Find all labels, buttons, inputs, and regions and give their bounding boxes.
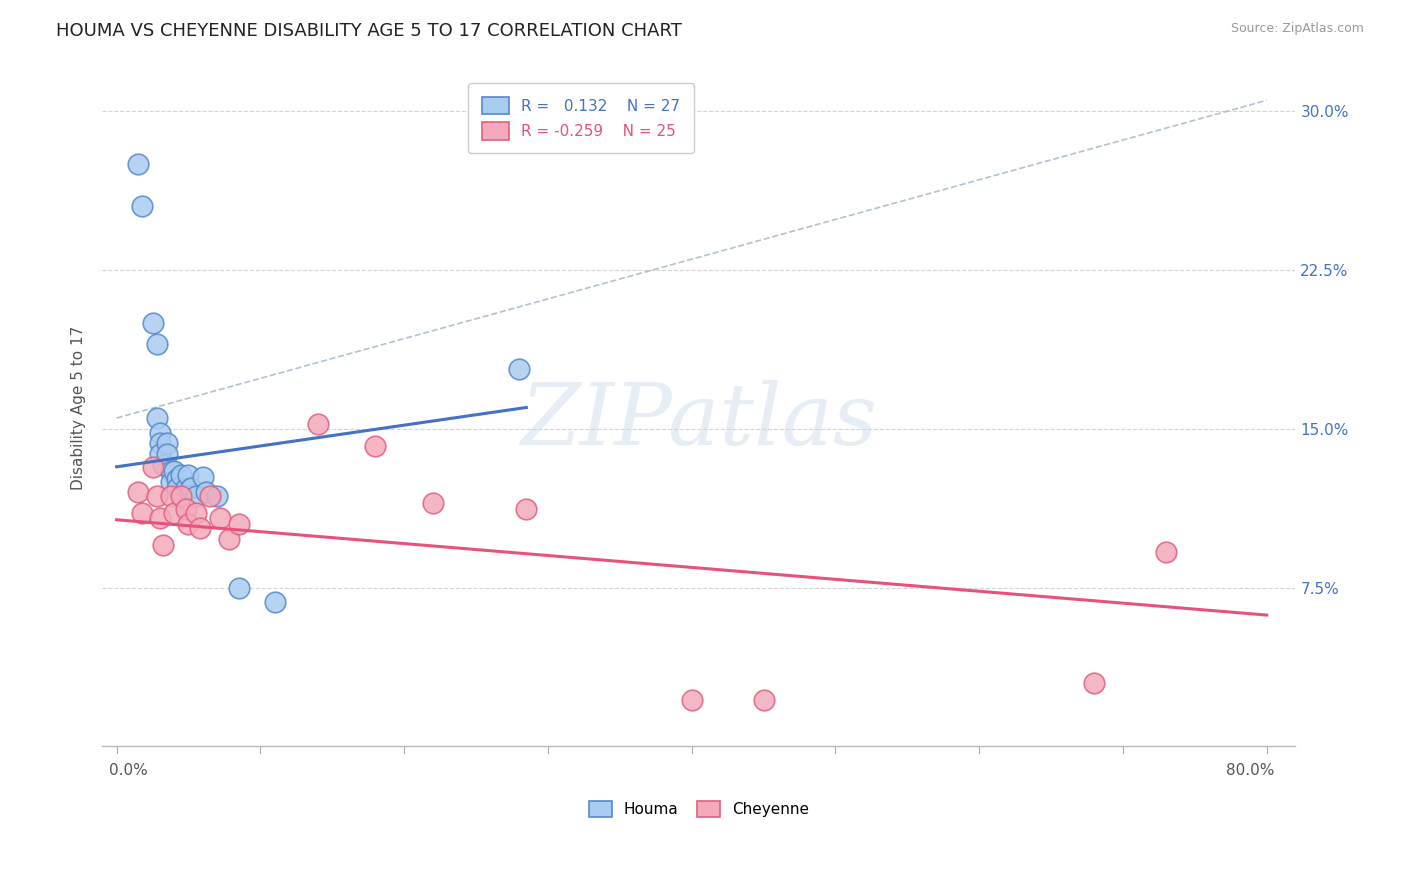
Text: 80.0%: 80.0% xyxy=(1226,764,1274,779)
Text: Source: ZipAtlas.com: Source: ZipAtlas.com xyxy=(1230,22,1364,36)
Point xyxy=(163,507,186,521)
Point xyxy=(1083,676,1105,690)
Point xyxy=(228,516,250,531)
Point xyxy=(364,439,387,453)
Point xyxy=(177,468,200,483)
Point xyxy=(177,516,200,531)
Point xyxy=(160,464,183,478)
Point xyxy=(160,490,183,504)
Point xyxy=(209,510,232,524)
Point xyxy=(752,693,775,707)
Point xyxy=(131,199,153,213)
Point xyxy=(180,481,202,495)
Point xyxy=(163,464,186,478)
Point xyxy=(127,485,149,500)
Point xyxy=(166,473,188,487)
Point xyxy=(156,447,179,461)
Point xyxy=(152,458,174,472)
Point xyxy=(149,447,172,461)
Point xyxy=(184,507,207,521)
Point xyxy=(422,496,444,510)
Point xyxy=(174,481,197,495)
Point xyxy=(515,502,537,516)
Point xyxy=(152,538,174,552)
Point xyxy=(166,481,188,495)
Legend: Houma, Cheyenne: Houma, Cheyenne xyxy=(582,795,815,823)
Point xyxy=(191,470,214,484)
Point xyxy=(146,337,169,351)
Point xyxy=(205,490,228,504)
Point xyxy=(184,490,207,504)
Point xyxy=(188,521,211,535)
Point xyxy=(1154,544,1177,558)
Point xyxy=(170,490,193,504)
Point xyxy=(131,507,153,521)
Point xyxy=(146,411,169,425)
Point xyxy=(174,502,197,516)
Point xyxy=(307,417,329,432)
Point xyxy=(160,475,183,489)
Point xyxy=(146,490,169,504)
Point xyxy=(170,468,193,483)
Point xyxy=(149,510,172,524)
Point xyxy=(141,316,163,330)
Point xyxy=(228,581,250,595)
Point xyxy=(141,459,163,474)
Point xyxy=(508,362,530,376)
Point xyxy=(681,693,703,707)
Point xyxy=(263,595,285,609)
Point xyxy=(194,485,217,500)
Y-axis label: Disability Age 5 to 17: Disability Age 5 to 17 xyxy=(72,326,86,490)
Point xyxy=(149,425,172,440)
Text: HOUMA VS CHEYENNE DISABILITY AGE 5 TO 17 CORRELATION CHART: HOUMA VS CHEYENNE DISABILITY AGE 5 TO 17… xyxy=(56,22,682,40)
Point xyxy=(156,436,179,450)
Text: 0.0%: 0.0% xyxy=(110,764,148,779)
Point xyxy=(218,532,240,546)
Point xyxy=(127,157,149,171)
Point xyxy=(198,490,221,504)
Text: ZIPatlas: ZIPatlas xyxy=(520,380,877,462)
Point xyxy=(149,436,172,450)
